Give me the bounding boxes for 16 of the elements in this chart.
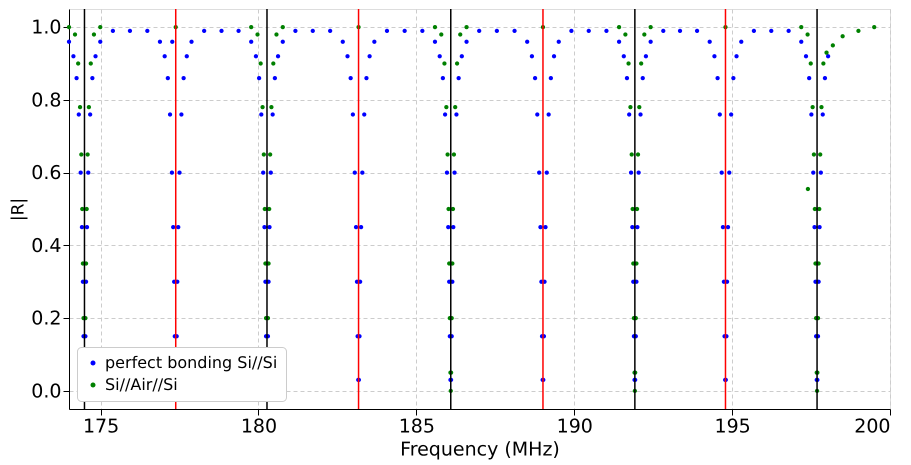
- legend-label: Si//Air//Si: [105, 375, 178, 394]
- y-tick-label: 0.8: [31, 89, 62, 112]
- y-tick-label: 0.6: [31, 162, 62, 184]
- x-tick-label: 190: [556, 416, 593, 438]
- x-tick-label: 185: [398, 416, 435, 438]
- y-tick-label: 0.4: [31, 234, 62, 257]
- x-tick-label: 175: [82, 416, 120, 438]
- legend-label: perfect bonding Si//Si: [105, 353, 278, 372]
- x-axis-title: Frequency (MHz): [400, 438, 560, 460]
- x-tick-label: 200: [854, 416, 890, 438]
- y-tick-label: 0.0: [31, 380, 62, 402]
- x-tick-label: 180: [240, 416, 278, 438]
- y-axis-title: |R|: [8, 198, 28, 222]
- x-tick-label: 195: [714, 416, 751, 438]
- y-tick-label: 0.2: [31, 308, 62, 330]
- y-tick-label: 1.0: [31, 16, 62, 39]
